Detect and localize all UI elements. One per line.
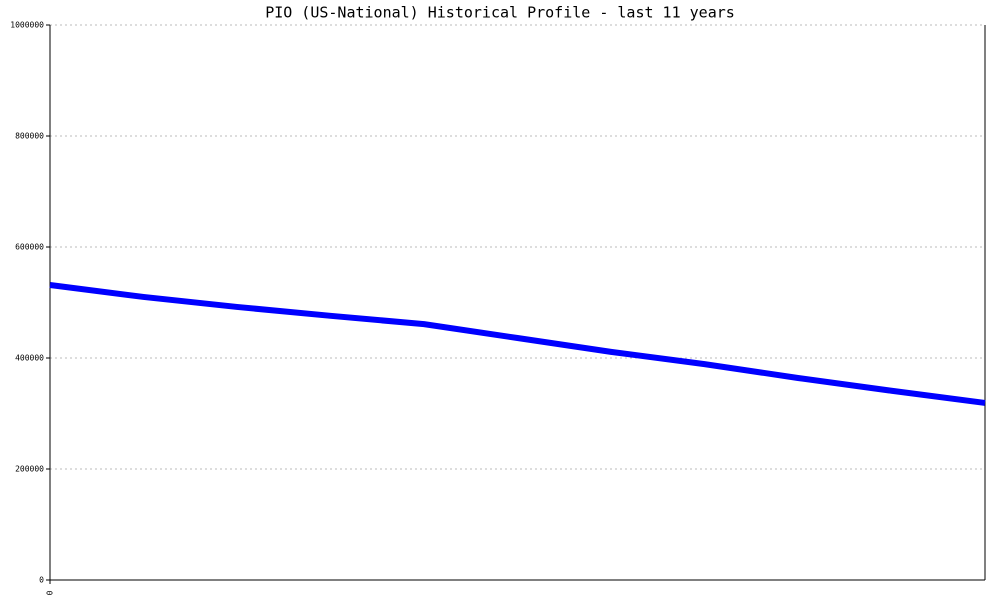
- chart-title: PIO (US-National) Historical Profile - l…: [265, 4, 735, 22]
- data-line: [49, 282, 986, 406]
- y-tick-label: 400000: [15, 354, 44, 363]
- y-tick-label: 800000: [15, 132, 44, 141]
- y-tick-label: 200000: [15, 465, 44, 474]
- y-tick-label: 600000: [15, 243, 44, 252]
- y-tick-label: 1000000: [10, 21, 44, 30]
- x-tick-label: 0: [46, 590, 55, 595]
- y-tick-label: 0: [39, 576, 44, 585]
